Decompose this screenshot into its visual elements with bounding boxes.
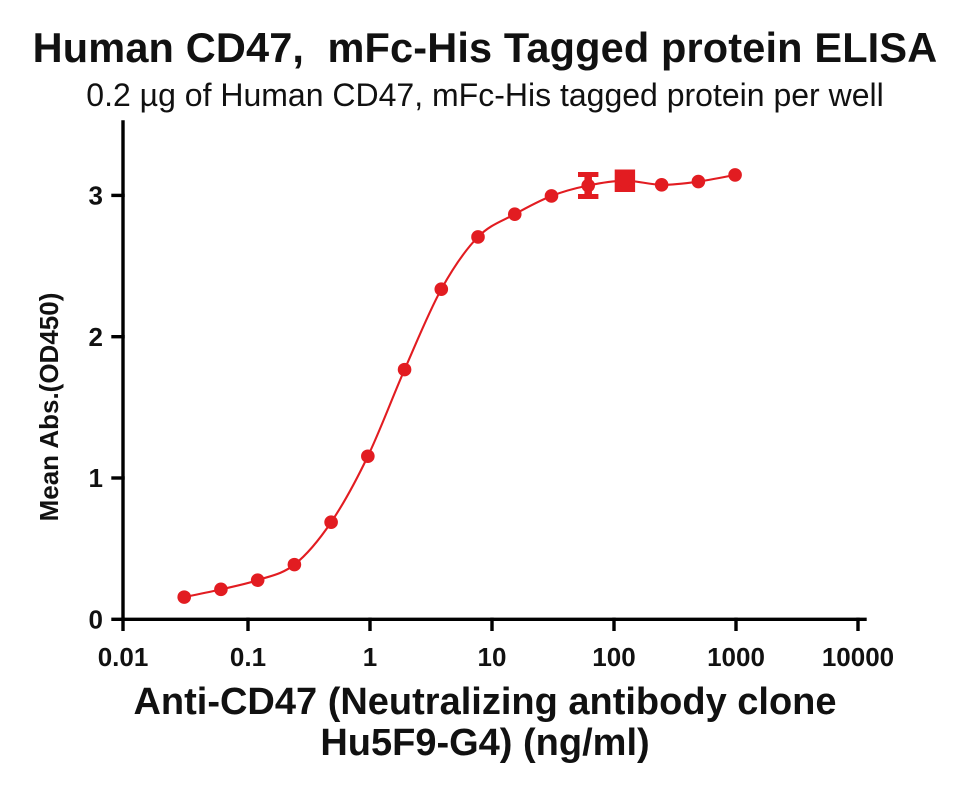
svg-text:0.1: 0.1 — [230, 642, 266, 672]
svg-text:0: 0 — [89, 605, 103, 635]
svg-text:10: 10 — [478, 642, 507, 672]
svg-text:100: 100 — [592, 642, 635, 672]
svg-text:2: 2 — [89, 322, 103, 352]
svg-text:10000: 10000 — [822, 642, 894, 672]
svg-text:3: 3 — [89, 181, 103, 211]
svg-text:1: 1 — [363, 642, 377, 672]
svg-text:1000: 1000 — [707, 642, 765, 672]
svg-text:1: 1 — [89, 463, 103, 493]
svg-text:0.01: 0.01 — [98, 642, 149, 672]
